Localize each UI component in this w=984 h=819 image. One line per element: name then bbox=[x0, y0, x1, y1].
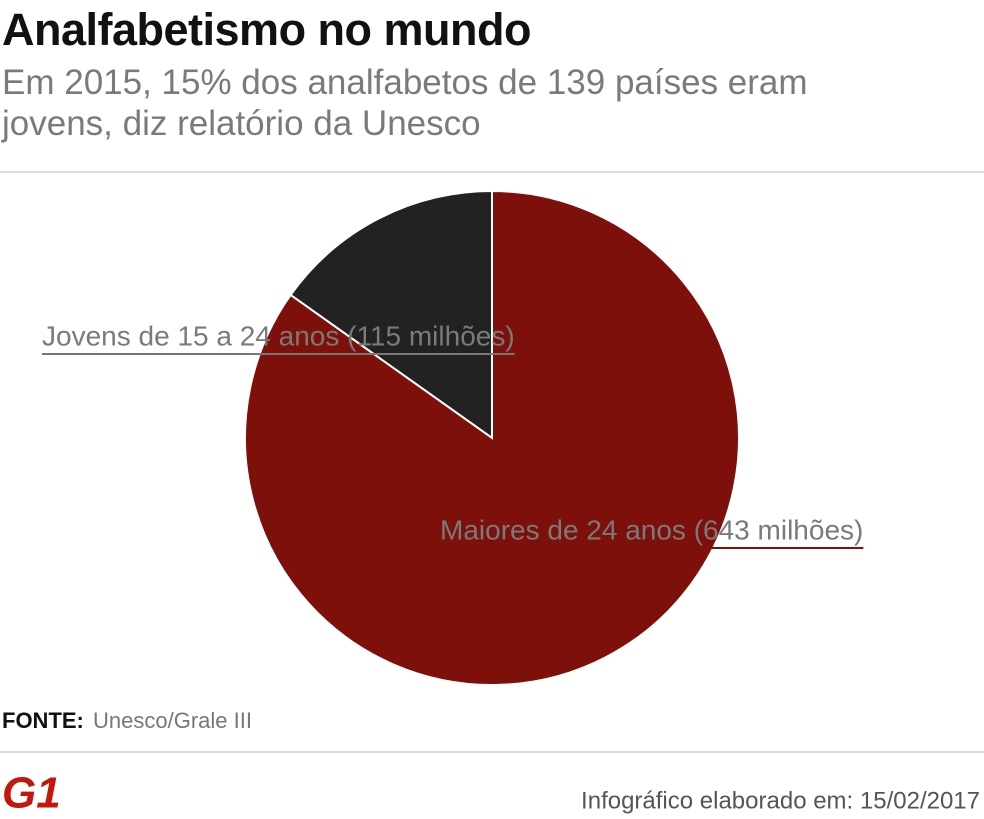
logo: G1 bbox=[2, 769, 61, 818]
slice-label: Jovens de 15 a 24 anos (115 milhões) bbox=[42, 320, 515, 351]
pie-slice bbox=[289, 189, 493, 440]
chart-title: Analfabetismo no mundo bbox=[2, 4, 532, 55]
slice-label: Maiores de 24 anos (643 milhões) bbox=[440, 514, 863, 545]
pie-slice bbox=[244, 189, 740, 686]
footer: Infográfico elaborado em: 15/02/2017 bbox=[581, 787, 980, 814]
source-label: FONTE: bbox=[2, 708, 84, 733]
chart-subtitle: Em 2015, 15% dos analfabetos de 139 país… bbox=[2, 63, 808, 143]
source: Unesco/Grale III bbox=[93, 708, 252, 733]
